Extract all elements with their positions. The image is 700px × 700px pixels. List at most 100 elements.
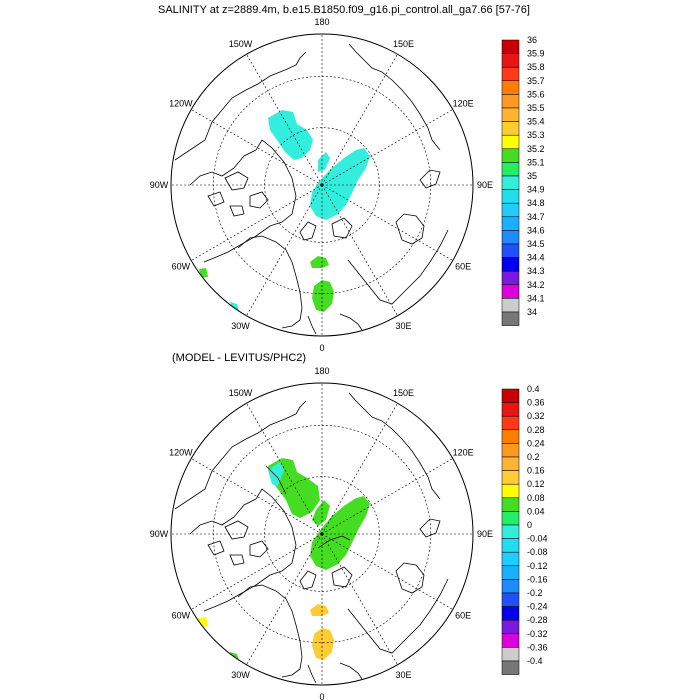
colorbar-swatch bbox=[501, 483, 520, 499]
meridian-line bbox=[321, 533, 398, 665]
colorbar-swatch bbox=[501, 230, 520, 245]
map-boundary-bottom bbox=[170, 382, 474, 686]
longitude-label: 150W bbox=[229, 39, 253, 49]
colorbar-label: -0.04 bbox=[527, 534, 548, 544]
meridian-line bbox=[321, 403, 398, 535]
colorbar-swatch bbox=[501, 388, 520, 403]
colorbar-swatch bbox=[501, 121, 520, 136]
longitude-label: 60W bbox=[172, 611, 191, 621]
colorbar-label: 35.3 bbox=[527, 130, 545, 140]
coastlines-top bbox=[174, 43, 449, 335]
colorbar-label: 34.2 bbox=[527, 280, 545, 290]
difference-patch-atlantic-edge bbox=[230, 652, 239, 660]
colorbar-swatch bbox=[501, 606, 520, 621]
colorbar-label: -0.16 bbox=[527, 574, 548, 584]
salinity-patch-lomonosov bbox=[318, 152, 330, 172]
longitude-label: 150W bbox=[229, 388, 253, 398]
longitude-label: 60W bbox=[172, 262, 191, 272]
colorbar-label: 0 bbox=[527, 520, 532, 530]
colorbar-swatch bbox=[501, 551, 520, 567]
meridian-line bbox=[191, 109, 323, 186]
colorbar-swatch bbox=[501, 619, 520, 635]
colorbar-swatch bbox=[501, 107, 520, 122]
colorbar-label: -0.08 bbox=[527, 547, 548, 557]
longitude-label: 60E bbox=[455, 611, 471, 621]
colorbar-label: 35.5 bbox=[527, 103, 545, 113]
longitude-label: 90W bbox=[150, 180, 169, 190]
colorbar-label: -0.12 bbox=[527, 561, 548, 571]
colorbar-label: 34.9 bbox=[527, 185, 545, 195]
meridian-line bbox=[191, 458, 323, 535]
colorbar-label: 35 bbox=[527, 171, 537, 181]
coastlines-bottom bbox=[174, 392, 449, 684]
meridian-line bbox=[246, 184, 323, 316]
difference-colorbar: 0.4 0.36 0.32 0.28 0.24 0.2 0.16 0.12 0.08 0.04 0 -… bbox=[501, 384, 548, 675]
longitude-label: 120W bbox=[169, 99, 193, 109]
longitude-label: 180 bbox=[314, 366, 329, 376]
longitude-label: 0 bbox=[319, 692, 324, 700]
meridian-line bbox=[191, 533, 323, 610]
meridian-line bbox=[321, 54, 398, 186]
salinity-patch-canada-basin bbox=[268, 110, 313, 160]
colorbar-label: 35.8 bbox=[527, 62, 545, 72]
longitude-label: 30E bbox=[395, 321, 411, 331]
map-boundary-top bbox=[170, 33, 474, 337]
colorbar-swatch bbox=[501, 524, 520, 539]
difference-plot-title: (MODEL - LEVITUS/PHC2) bbox=[172, 352, 307, 364]
colorbar-label: -0.24 bbox=[527, 602, 548, 612]
longitude-label: 0 bbox=[319, 343, 324, 353]
salinity-field bbox=[174, 43, 449, 335]
longitude-label: 90W bbox=[150, 529, 169, 539]
colorbar-swatch bbox=[501, 470, 520, 485]
colorbar-label: -0.28 bbox=[527, 615, 548, 625]
meridian-line bbox=[246, 533, 323, 665]
colorbar-swatch bbox=[501, 162, 520, 177]
colorbar-swatch bbox=[501, 94, 520, 109]
zero-contour bbox=[317, 535, 351, 549]
colorbar-label: 35.9 bbox=[527, 49, 545, 59]
difference-patch-canada-cyan bbox=[268, 462, 284, 486]
difference-patch-greenland-sea bbox=[310, 604, 329, 616]
colorbar-swatch bbox=[501, 579, 520, 594]
longitude-labels-bottom: 180 150E 120E 90E 60E 30E 0 30W 60W 90W 120W 150W bbox=[150, 366, 493, 700]
colorbar-swatch bbox=[501, 270, 520, 286]
longitude-label: 90E bbox=[477, 180, 493, 190]
colorbar-swatch bbox=[501, 511, 520, 526]
colorbar-swatch bbox=[501, 66, 520, 82]
colorbar-swatch bbox=[501, 538, 520, 553]
colorbar-label: 34.5 bbox=[527, 239, 545, 249]
longitude-label: 150E bbox=[393, 39, 414, 49]
colorbar-label: 34.8 bbox=[527, 198, 545, 208]
colorbar-label: 35.2 bbox=[527, 144, 545, 154]
colorbar-swatch bbox=[501, 284, 520, 299]
colorbar-label: 34.1 bbox=[527, 293, 545, 303]
longitude-label: 90E bbox=[477, 529, 493, 539]
salinity-colorbar: 36 35.9 35.8 35.7 35.6 35.5 35.4 35.3 35.2 35.1 35… bbox=[501, 35, 545, 326]
difference-patch-lomonosov bbox=[312, 500, 330, 526]
colorbar-label: 0.32 bbox=[527, 411, 545, 421]
colorbar-swatch bbox=[501, 39, 520, 54]
colorbar-swatch bbox=[501, 497, 520, 512]
salinity-patch-labrador bbox=[199, 268, 208, 278]
longitude-label: 60E bbox=[455, 262, 471, 272]
colorbar-label: 34.6 bbox=[527, 225, 545, 235]
colorbar-label: 0.24 bbox=[527, 438, 545, 448]
colorbar-label: 0.2 bbox=[527, 452, 540, 462]
longitude-label: 180 bbox=[314, 17, 329, 27]
meridian-line bbox=[191, 184, 323, 261]
colorbar-swatch bbox=[501, 216, 520, 231]
meridian-line bbox=[321, 533, 453, 610]
colorbar-label: 0.36 bbox=[527, 398, 545, 408]
longitude-label: 120W bbox=[169, 448, 193, 458]
colorbar-label: 0.08 bbox=[527, 493, 545, 503]
colorbar-label: 34 bbox=[527, 307, 537, 317]
colorbar-swatch bbox=[501, 443, 520, 458]
salinity-patch-greenland-sea bbox=[310, 256, 329, 268]
colorbar-swatch bbox=[501, 456, 520, 471]
colorbar-swatch bbox=[501, 53, 520, 68]
colorbar-label: 34.3 bbox=[527, 266, 545, 276]
longitude-label: 120E bbox=[453, 99, 474, 109]
difference-polar-map: 180 150E 120E 90E 60E 30E 0 30W 60W 90W 120W 150W 0… bbox=[150, 366, 548, 700]
longitude-label: 30E bbox=[395, 670, 411, 680]
